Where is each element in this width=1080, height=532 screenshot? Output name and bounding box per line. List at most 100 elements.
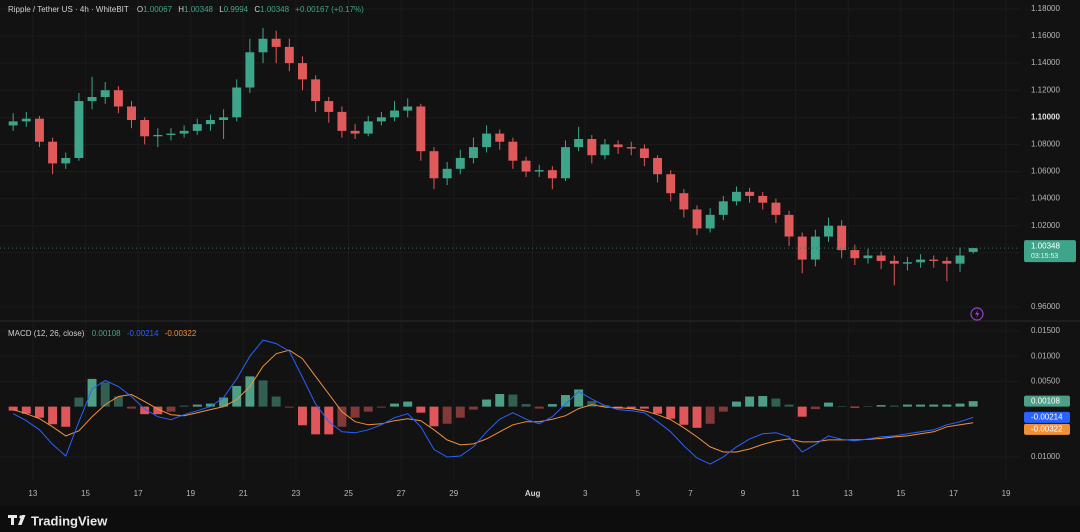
- candle-body: [561, 147, 570, 179]
- candle-body: [429, 151, 439, 179]
- brand-name: TradingView: [31, 513, 108, 528]
- x-tick-label: 23: [291, 489, 300, 498]
- signal-line: [13, 349, 974, 453]
- candle-body: [916, 259, 926, 263]
- candle-body: [166, 133, 176, 135]
- histogram-bar: [495, 394, 505, 407]
- candle-body: [8, 121, 18, 126]
- alert-icon[interactable]: [970, 307, 984, 321]
- candle-body: [21, 118, 31, 122]
- candle-body: [824, 225, 833, 237]
- ohlc-label: O: [137, 5, 143, 14]
- ohlc-value: 0.9994: [224, 5, 249, 14]
- histogram-bar: [179, 405, 189, 407]
- histogram-bar: [482, 399, 492, 407]
- candle-body: [403, 106, 413, 111]
- histogram-bar: [731, 401, 741, 407]
- histogram-bar: [876, 405, 886, 407]
- change: +0.00167 (+0.17%): [295, 5, 364, 14]
- y-tick-label: 1.02000: [1031, 221, 1060, 230]
- ohlc-value: 1.00348: [184, 5, 213, 14]
- marks: [0, 27, 1020, 465]
- x-tick-label: 19: [186, 489, 195, 498]
- histogram-bar: [258, 380, 268, 407]
- brand: TradingView: [8, 513, 108, 528]
- grid: [0, 0, 1020, 480]
- x-tick-label: 15: [81, 489, 90, 498]
- candle-body: [311, 79, 321, 102]
- candle-body: [679, 193, 689, 210]
- histogram-bar: [205, 403, 215, 407]
- y-tick-label: 1.06000: [1031, 167, 1060, 176]
- legend-macd: -0.00214: [127, 329, 159, 338]
- candle-body: [653, 157, 663, 175]
- candle-body: [324, 101, 334, 112]
- candle-body: [837, 225, 847, 251]
- histogram-bar: [521, 404, 531, 407]
- histogram-bar: [837, 406, 847, 407]
- candle-body: [455, 157, 465, 169]
- macd-tick-label: 0.01000: [1031, 351, 1060, 360]
- candle-body: [284, 46, 294, 64]
- histogram-bar: [74, 397, 84, 407]
- histogram-bar: [429, 406, 439, 427]
- macd-tag: [1024, 411, 1070, 423]
- y-tick-label: 1.16000: [1031, 31, 1060, 40]
- histogram-bar: [271, 396, 281, 407]
- x-tick-label: 13: [28, 489, 37, 498]
- histogram-bar: [705, 406, 715, 424]
- x-tick-label: 19: [1002, 489, 1011, 498]
- candle-body: [771, 202, 781, 215]
- candle-body: [889, 260, 899, 264]
- histogram-bar: [889, 405, 899, 407]
- candle-body: [613, 144, 623, 148]
- candle-body: [179, 130, 189, 134]
- macd-tag: [1024, 395, 1070, 407]
- ohlc-label: C: [254, 5, 260, 14]
- candle-body: [258, 38, 268, 53]
- histogram-bar: [61, 406, 71, 427]
- histogram-bar: [245, 376, 255, 407]
- y-tick-label: 0.96000: [1031, 302, 1060, 311]
- macd-tag-label: -0.00322: [1031, 425, 1063, 434]
- x-tick-label: 17: [134, 489, 143, 498]
- candle-body: [876, 255, 886, 261]
- candle-body: [863, 255, 873, 259]
- candle-body: [902, 262, 912, 264]
- x-tick-label: 17: [949, 489, 958, 498]
- candle-body: [205, 120, 215, 125]
- histogram-bar: [100, 382, 110, 407]
- candle-body: [850, 250, 860, 259]
- histogram-bar: [468, 406, 478, 410]
- candle-body: [495, 133, 505, 142]
- histogram-bar: [113, 396, 123, 407]
- histogram-bar: [784, 404, 794, 407]
- ohlc-value: 1.00348: [260, 5, 289, 14]
- candle-body: [942, 260, 952, 264]
- candle-body: [731, 191, 741, 202]
- candle-body: [34, 118, 44, 142]
- y-tick-label: 1.10000: [1031, 112, 1060, 121]
- histogram-bar: [968, 401, 978, 407]
- ohlc-value: 1.00067: [143, 5, 172, 14]
- histogram-bar: [574, 389, 584, 407]
- candle-body: [192, 124, 202, 131]
- macd-tick-label: 0.01500: [1031, 326, 1060, 335]
- histogram-bar: [639, 406, 649, 409]
- histogram-bar: [902, 404, 912, 407]
- histogram-bar: [337, 406, 347, 427]
- histogram-bar: [916, 404, 926, 407]
- candle-body: [416, 106, 426, 152]
- legend-signal: -0.00322: [165, 329, 197, 338]
- histogram-bar: [745, 396, 755, 407]
- candle-body: [705, 214, 715, 229]
- legend-histogram: 0.00108: [92, 329, 121, 338]
- histogram-bar: [416, 406, 426, 413]
- candle-body: [482, 133, 492, 148]
- y-tick-label: 1.08000: [1031, 140, 1060, 149]
- candle-body: [955, 255, 965, 264]
- candle-body: [745, 191, 755, 196]
- histogram-bar: [797, 406, 807, 417]
- histogram-bar: [34, 406, 44, 418]
